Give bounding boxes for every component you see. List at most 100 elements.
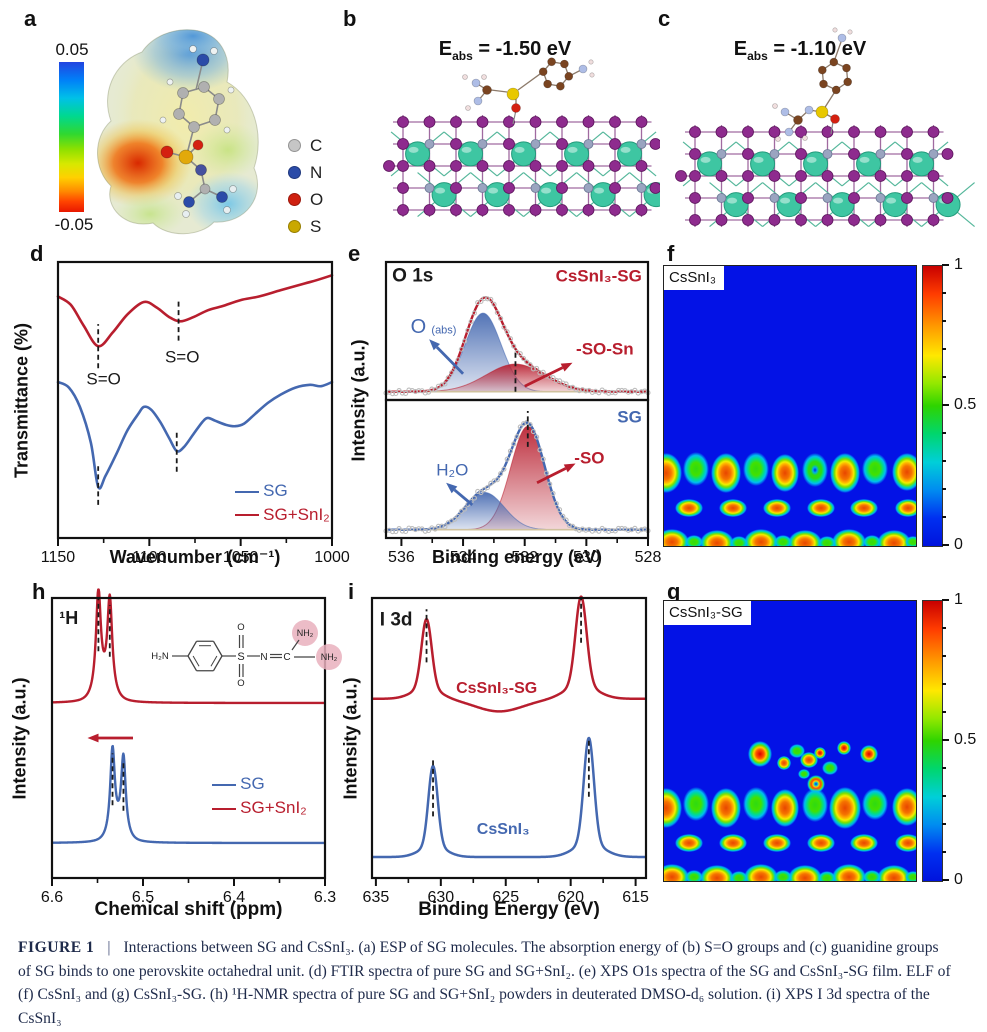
caption-line-3: (f) CsSnI₃ and (g) CsSnI₃-SG. (h) ¹H-NMR…: [18, 986, 930, 1027]
svg-text:O: O: [237, 622, 244, 633]
elf-blob: [895, 499, 916, 517]
colorbar-tick: [942, 488, 946, 490]
eabs-symbol-c: E: [733, 38, 748, 60]
elf-map-tag: CsSnI₃: [664, 266, 724, 290]
atom-legend-item-c: C: [288, 137, 322, 154]
caption-line-2: of SG binds to one perovskite octahedral…: [18, 962, 951, 980]
elf-blob: [818, 536, 836, 546]
elf-blob: [905, 871, 916, 881]
esp-colorbar: [59, 62, 84, 212]
annotation-cssni-sg: CsSnI₃-SG: [555, 266, 642, 286]
elf-blob: [895, 834, 916, 852]
annotation-s-o: S=O: [86, 369, 121, 389]
legend-label-sg-sni: SG+SnI₂: [240, 798, 307, 817]
atom-legend-item-s: S: [288, 218, 321, 235]
annotation-s-o: S=O: [164, 347, 200, 367]
atom-dot-o: [288, 193, 301, 206]
colorbar-tick: [942, 544, 949, 546]
elf-blob: [730, 871, 748, 881]
colorbar-tick: [942, 795, 946, 797]
colorbar-tick: [942, 599, 949, 601]
elf-blob: [800, 752, 818, 768]
x-tick-label: 625: [492, 889, 520, 906]
annotation-h-o: H₂O: [436, 460, 469, 480]
panel-i-xps-i3d-plot: i Binding Energy (eV) Intensity (a.u.) 6…: [341, 575, 670, 921]
x-tick-label: 528: [634, 549, 662, 566]
colorbar-tick: [942, 627, 946, 629]
panel-letter-b: b: [343, 6, 357, 31]
eabs-value-b: = -1.50 eV: [472, 38, 572, 60]
elf-blob: [664, 864, 689, 881]
svg-text:NH₂: NH₂: [297, 628, 314, 638]
elf-blob: [822, 761, 838, 775]
elf-blob: [850, 499, 878, 517]
elf-colorbar: [922, 265, 943, 547]
colorbar-tick: [942, 348, 946, 350]
x-tick-label: 530: [572, 549, 600, 566]
nmr-chart: H₂N S O O N C NH₂ NH₂: [50, 588, 342, 886]
svg-text:H₂N: H₂N: [151, 651, 169, 662]
elf-blob: [664, 529, 689, 546]
annotation-so: -SO: [574, 448, 605, 468]
nmr-x-axis-label: Chemical shift (ppm): [94, 899, 283, 920]
elf-blob: [877, 530, 911, 546]
eabs-sub-c: abs: [747, 49, 768, 63]
caption-separator: |: [107, 939, 111, 956]
svg-text:C: C: [283, 652, 290, 663]
annotation-cssni: CsSnI₃: [476, 821, 530, 839]
figure-caption: FIGURE 1 | Interactions between SG and CsS…: [18, 936, 970, 1032]
colorbar-label: 0.5: [954, 396, 977, 413]
panel-e-xps-o1s-plot: e Binding energy (eV) Intensity (a.u.) O…: [345, 235, 670, 575]
caption-text-1: Interactions between SG and CsSnI₃. (a) …: [123, 939, 939, 956]
colorbar-tick: [942, 432, 946, 434]
elf-blob: [711, 453, 741, 493]
annotation-h: ¹H: [59, 607, 79, 628]
esp-scale-max: 0.05: [55, 40, 89, 59]
eabs-symbol-b: E: [438, 38, 453, 60]
legend-label-sg-sni: SG+SnI₂: [263, 504, 330, 524]
legend-line-sg: [212, 783, 237, 786]
elf-blob: [807, 499, 835, 517]
elf-blob: [685, 870, 703, 881]
elf-blob: [700, 865, 734, 881]
elf-blob: [814, 747, 826, 759]
x-tick-label: 615: [622, 889, 649, 906]
ftir-chart: [56, 260, 334, 546]
annotation-i-3d: I 3d: [379, 609, 413, 631]
colorbar-label: 0: [954, 536, 963, 553]
atom-dot-s: [288, 220, 301, 233]
colorbar-label: 0: [954, 871, 963, 888]
x-tick-label: 6.6: [40, 889, 64, 906]
x-tick-label: 620: [557, 889, 585, 906]
x-tick-label: 534: [449, 549, 477, 566]
absorption-energy-b: Eabs = -1.50 eV: [439, 38, 571, 63]
panel-letter-c: c: [658, 6, 671, 31]
legend-line-sg-sni: [235, 514, 260, 517]
annotation-o-1s: O 1s: [392, 265, 434, 287]
elf-blob: [743, 452, 769, 486]
atom-label-n: N: [310, 163, 323, 182]
colorbar-tick: [942, 879, 949, 881]
atom-legend-item-n: N: [288, 164, 322, 181]
atom-dot-n: [288, 166, 301, 179]
elf-blob: [664, 788, 682, 828]
legend-label-sg: SG: [240, 774, 265, 794]
x-tick-label: 536: [388, 549, 415, 566]
elf-blob: [802, 788, 828, 822]
svg-text:N: N: [260, 652, 267, 663]
elf-blob: [788, 530, 822, 546]
x-tick-label: 1000: [314, 549, 350, 566]
eabs-sub-b: abs: [452, 49, 473, 63]
colorbar-label: 1: [954, 256, 963, 273]
esp-molecule-graphic: [97, 29, 259, 235]
legend-line-sg-sni: [212, 807, 237, 810]
colorbar-label: 1: [954, 591, 963, 608]
panel-b-adsorption-so: b Eabs = -1.50 eV: [335, 0, 660, 235]
x-tick-label: 532: [511, 549, 539, 566]
legend-sg: SG: [235, 482, 288, 500]
atom-label-s: S: [310, 217, 322, 236]
colorbar-tick: [942, 851, 946, 853]
colorbar-tick: [942, 655, 946, 657]
colorbar-tick: [942, 404, 949, 406]
annotation-so-sn: -SO-Sn: [576, 339, 634, 359]
